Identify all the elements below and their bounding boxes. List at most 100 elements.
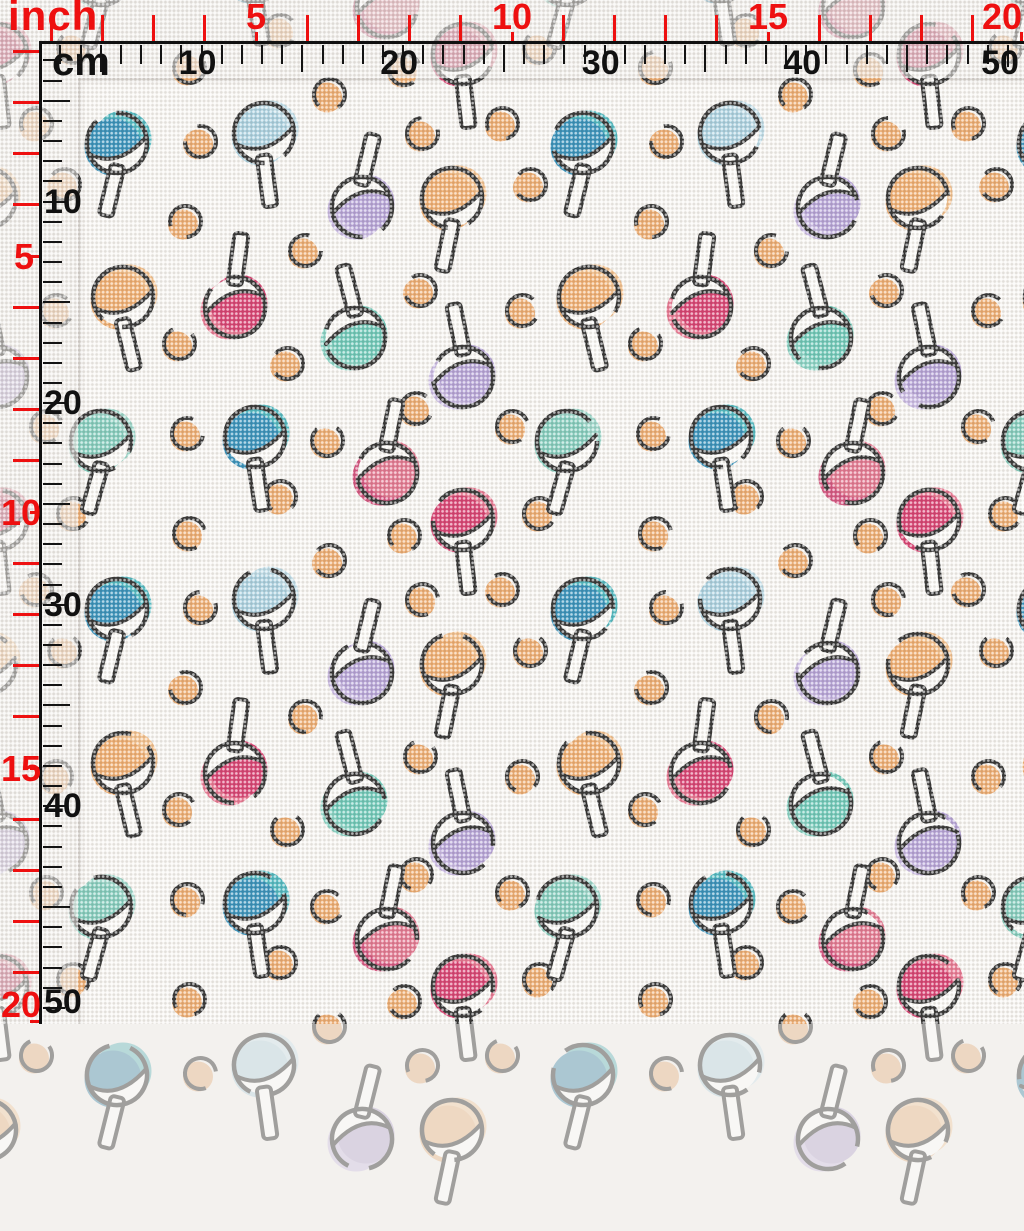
dot-motif — [257, 941, 303, 992]
lollipop-motif — [646, 209, 756, 399]
dot-motif — [282, 695, 328, 746]
dot-motif — [489, 871, 535, 922]
lollipop-motif — [978, 343, 1024, 533]
dot-motif — [381, 78, 427, 99]
dot-motif — [628, 200, 674, 251]
dot-motif — [770, 0, 816, 4]
dot-motif — [847, 980, 893, 1024]
dot-motif — [973, 629, 1019, 680]
fabric-pattern — [78, 78, 1024, 1024]
lollipop-motif — [300, 240, 410, 430]
dot-motif — [479, 1034, 525, 1085]
lollipop-motif — [994, 78, 1024, 235]
dot-motif — [748, 695, 794, 746]
dot-motif — [507, 629, 553, 680]
lollipop-motif — [200, 339, 310, 529]
lollipop-motif — [209, 967, 319, 1024]
dot-motif — [516, 26, 562, 77]
lollipop-motif — [675, 967, 785, 1024]
dot-motif — [306, 1005, 352, 1024]
dot-motif — [723, 9, 769, 60]
dot-motif — [730, 808, 776, 859]
dot-motif — [399, 1044, 445, 1095]
dot-motif — [499, 289, 545, 340]
dot-motif — [78, 958, 96, 1009]
lollipop-motif — [307, 109, 417, 299]
dot-motif — [622, 322, 668, 373]
dot-motif — [628, 666, 674, 717]
dot-motif — [479, 102, 525, 153]
lollipop-motif — [512, 809, 622, 999]
dot-motif — [306, 539, 352, 590]
lollipop-motif — [863, 1032, 973, 1222]
lollipop-motif — [408, 279, 518, 469]
dot-motif — [177, 120, 223, 171]
dot-motif — [632, 78, 678, 97]
lollipop-motif — [863, 100, 973, 290]
lollipop-motif — [397, 1032, 507, 1222]
lollipop-motif — [78, 78, 172, 235]
lollipop-motif — [332, 841, 442, 1024]
dot-motif — [772, 1005, 818, 1024]
lollipop-motif — [528, 511, 638, 701]
lollipop-motif — [534, 199, 644, 389]
lollipop-motif — [307, 1041, 417, 1231]
dot-motif — [772, 78, 818, 124]
lollipop-motif — [78, 977, 172, 1024]
fabric-swatch — [78, 78, 1024, 1024]
lollipop-motif — [675, 501, 785, 691]
dot-motif — [166, 78, 212, 97]
dot-motif — [397, 735, 443, 786]
lollipop-motif — [528, 78, 638, 235]
dot-motif — [730, 342, 776, 393]
lollipop-motif — [874, 422, 984, 612]
dot-motif — [50, 26, 96, 77]
dot-motif — [164, 878, 210, 929]
dot-motif — [847, 78, 893, 99]
dot-motif — [393, 387, 439, 438]
dot-motif — [156, 322, 202, 373]
lollipop-motif — [78, 665, 178, 855]
lollipop-motif — [863, 566, 973, 756]
dot-motif — [13, 568, 59, 619]
dot-motif — [282, 229, 328, 280]
dot-motif — [393, 853, 439, 904]
lollipop-motif — [307, 575, 417, 765]
lollipop-motif — [675, 78, 785, 225]
dot-motif — [859, 853, 905, 904]
dot-motif — [859, 387, 905, 438]
dot-motif — [723, 941, 769, 992]
dot-motif — [177, 586, 223, 637]
dot-motif — [264, 342, 310, 393]
dot-motif — [643, 1052, 689, 1103]
dot-motif — [166, 512, 212, 563]
lollipop-motif — [408, 422, 518, 612]
dot-motif — [632, 978, 678, 1024]
dot-motif — [257, 475, 303, 526]
lollipop-motif — [180, 209, 290, 399]
lollipop-motif — [78, 809, 156, 999]
dot-motif — [13, 102, 59, 153]
lollipop-motif — [512, 343, 622, 533]
lollipop-motif — [0, 745, 52, 935]
lollipop-motif — [874, 78, 984, 146]
dot-motif — [643, 120, 689, 171]
dot-motif — [78, 492, 96, 543]
dot-motif — [965, 289, 1011, 340]
lollipop-motif — [798, 841, 908, 1024]
dot-motif — [78, 629, 87, 680]
lollipop-motif — [0, 1032, 41, 1222]
dot-motif — [479, 568, 525, 619]
dot-motif — [177, 1052, 223, 1103]
lollipop-motif — [798, 78, 908, 99]
lollipop-motif — [874, 0, 984, 3]
dot-motif — [516, 492, 562, 543]
dot-motif — [863, 269, 909, 320]
lollipop-motif — [773, 575, 883, 765]
dot-motif — [78, 289, 79, 340]
lollipop-motif — [408, 78, 518, 146]
lollipop-motif — [0, 279, 52, 469]
dot-motif — [965, 755, 1011, 806]
lollipop-motif — [874, 279, 984, 469]
lollipop-motif — [646, 675, 756, 865]
